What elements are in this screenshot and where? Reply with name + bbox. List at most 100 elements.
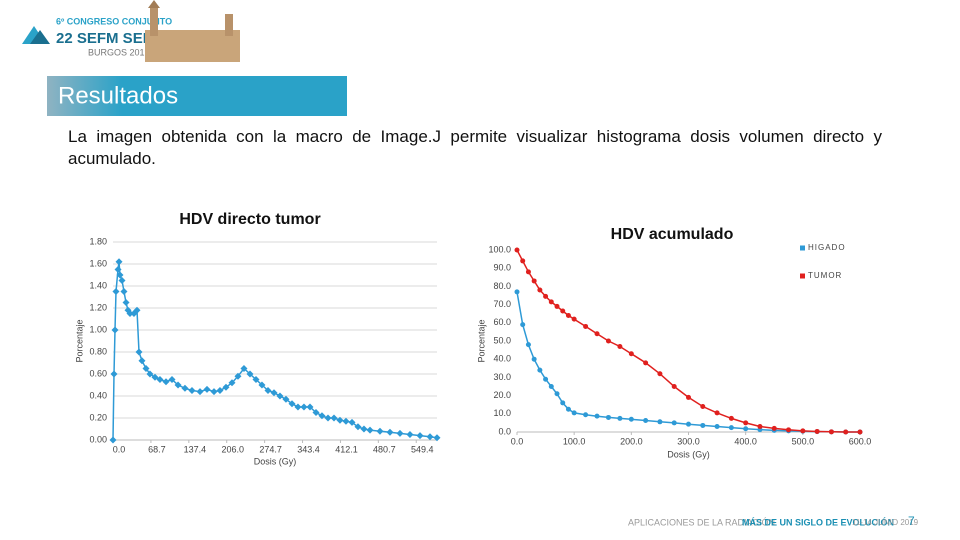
y-tick-label: 30.0 [493,372,511,382]
data-point [270,389,278,397]
data-point [605,414,611,420]
section-title: Resultados [58,82,178,109]
x-tick-label: 343.4 [297,444,320,454]
data-point [537,287,543,293]
x-tick-label: 0.0 [113,444,126,454]
x-axis-label: Dosis (Gy) [254,456,297,466]
data-point [657,371,663,377]
footer-text: 11-14 JUNIO 2019 [852,518,919,527]
data-point [276,392,284,400]
data-point [594,413,600,419]
data-point [514,247,520,253]
data-point [330,414,338,422]
data-point [700,422,706,428]
data-point [234,372,242,380]
logo-icon [30,30,50,44]
data-point [168,376,176,383]
data-point [386,428,394,436]
data-point [628,351,634,357]
data-point [133,306,141,314]
y-tick-label: 0.0 [498,426,511,436]
data-point [146,370,154,378]
data-point [554,391,560,397]
data-point [181,384,189,392]
data-point [686,394,691,400]
data-point [565,313,571,319]
data-point [548,384,554,389]
data-point [203,385,211,393]
y-tick-label: 1.00 [89,324,107,334]
data-point [336,416,344,424]
data-point [188,387,196,394]
data-point [416,432,424,440]
y-axis-label: Porcentaje [476,319,486,362]
data-point [135,348,143,356]
data-point [406,431,414,438]
y-tick-label: 20.0 [493,390,511,400]
data-point [843,429,849,435]
data-point [525,269,531,275]
data-point [520,258,526,264]
data-point [210,388,218,396]
body-text: La imagen obtenida con la macro de Image… [68,127,882,168]
data-point [116,271,124,279]
data-point [151,373,159,381]
data-point [520,322,526,328]
x-axis-label: Dosis (Gy) [667,449,710,459]
y-tick-label: 0.40 [89,390,107,400]
y-tick-label: 90.0 [493,263,511,273]
x-tick-label: 0.0 [511,436,524,446]
data-point [300,403,308,411]
page-number: 7 [908,514,915,528]
y-tick-label: 1.80 [89,236,107,246]
chart-title: HDV directo tumor [179,211,320,228]
x-tick-label: 500.0 [792,436,815,446]
data-point [571,316,577,322]
y-tick-label: 1.60 [89,258,107,268]
data-point [122,299,130,306]
data-point [112,288,120,295]
data-point [728,415,734,421]
data-point [222,383,230,391]
data-point [312,409,320,416]
section-banner [47,76,347,116]
data-point [258,381,266,389]
data-point [118,277,126,284]
x-tick-label: 300.0 [677,436,700,446]
logo-line: 6º CONGRESO CONJUNTO [56,16,172,26]
x-tick-label: 549.4 [411,444,434,454]
data-point [264,387,272,394]
data-point [196,388,204,396]
x-tick-label: 400.0 [734,436,757,446]
data-point [771,425,777,431]
data-point [714,424,720,430]
data-point [288,400,296,408]
data-point [543,376,549,382]
data-point [252,376,260,383]
data-point [120,288,128,295]
y-tick-label: 1.20 [89,302,107,312]
y-tick-label: 60.0 [493,317,511,327]
footer-text: MÁS DE UN SIGLO DE EVOLUCIÓN [742,516,894,527]
data-point [114,266,122,273]
data-point [246,370,254,378]
data-point [814,428,820,434]
data-point [376,427,384,435]
data-point [743,420,749,426]
data-point [554,303,560,309]
data-point [348,418,356,426]
data-point [240,365,248,372]
data-point [628,416,634,422]
y-tick-label: 50.0 [493,335,511,345]
data-point [548,299,554,305]
data-point [560,400,566,406]
data-point [671,420,677,426]
data-point [643,360,649,366]
data-point [324,414,332,422]
logo-castle [145,0,240,62]
data-point [294,403,302,411]
y-tick-label: 0.00 [89,434,107,444]
legend-swatch [800,273,805,279]
y-tick-label: 0.80 [89,346,107,356]
data-point [433,434,441,442]
